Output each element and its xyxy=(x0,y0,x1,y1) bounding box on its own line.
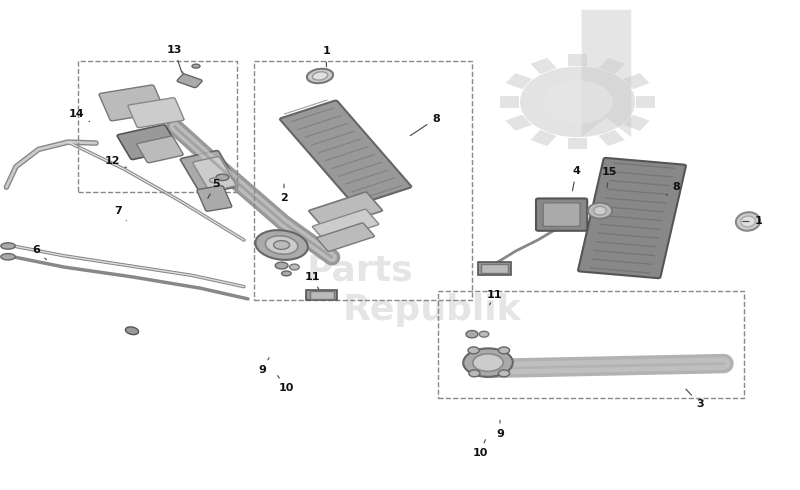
FancyBboxPatch shape xyxy=(543,203,580,226)
FancyBboxPatch shape xyxy=(598,130,625,146)
FancyBboxPatch shape xyxy=(623,115,650,131)
FancyBboxPatch shape xyxy=(313,209,378,242)
Text: 5: 5 xyxy=(208,179,220,198)
Ellipse shape xyxy=(126,327,138,335)
Ellipse shape xyxy=(266,236,298,254)
FancyBboxPatch shape xyxy=(500,96,519,108)
Text: 2: 2 xyxy=(280,184,288,203)
Ellipse shape xyxy=(192,64,200,68)
Ellipse shape xyxy=(216,174,229,180)
FancyBboxPatch shape xyxy=(99,85,165,121)
Text: 8: 8 xyxy=(410,114,440,136)
FancyBboxPatch shape xyxy=(309,192,382,229)
FancyBboxPatch shape xyxy=(530,130,557,146)
FancyBboxPatch shape xyxy=(117,124,179,160)
Ellipse shape xyxy=(290,264,299,270)
Ellipse shape xyxy=(275,262,288,269)
Ellipse shape xyxy=(1,243,15,249)
Ellipse shape xyxy=(473,354,503,371)
Text: 6: 6 xyxy=(32,245,46,260)
FancyBboxPatch shape xyxy=(310,291,334,299)
Ellipse shape xyxy=(1,254,15,260)
FancyBboxPatch shape xyxy=(306,290,337,300)
Text: 13: 13 xyxy=(166,45,182,72)
FancyBboxPatch shape xyxy=(536,198,587,231)
FancyBboxPatch shape xyxy=(636,96,655,108)
Text: 9: 9 xyxy=(496,420,504,439)
Ellipse shape xyxy=(588,203,612,219)
FancyBboxPatch shape xyxy=(180,150,239,195)
FancyBboxPatch shape xyxy=(506,115,532,131)
FancyBboxPatch shape xyxy=(598,58,625,74)
FancyBboxPatch shape xyxy=(568,138,587,149)
Bar xyxy=(78,61,237,192)
Text: 11: 11 xyxy=(304,272,320,289)
Polygon shape xyxy=(582,10,631,137)
FancyBboxPatch shape xyxy=(568,54,587,66)
Text: 10: 10 xyxy=(278,376,294,393)
Text: 1: 1 xyxy=(742,217,762,226)
FancyBboxPatch shape xyxy=(317,223,374,251)
FancyBboxPatch shape xyxy=(177,74,202,88)
Ellipse shape xyxy=(468,347,479,354)
Text: 15: 15 xyxy=(602,168,618,187)
FancyBboxPatch shape xyxy=(137,136,183,163)
Ellipse shape xyxy=(741,216,755,227)
Text: 14: 14 xyxy=(68,109,90,122)
Text: 11: 11 xyxy=(486,290,502,305)
Text: 10: 10 xyxy=(472,440,488,458)
Text: Republik: Republik xyxy=(342,293,522,327)
Ellipse shape xyxy=(210,178,219,183)
FancyBboxPatch shape xyxy=(623,73,650,89)
Text: Parts: Parts xyxy=(306,253,414,288)
Ellipse shape xyxy=(274,241,290,249)
Text: 7: 7 xyxy=(114,206,126,221)
FancyBboxPatch shape xyxy=(506,73,532,89)
Ellipse shape xyxy=(282,271,291,276)
Ellipse shape xyxy=(498,370,510,377)
Ellipse shape xyxy=(312,72,328,80)
FancyBboxPatch shape xyxy=(128,98,184,127)
FancyBboxPatch shape xyxy=(578,158,686,278)
Text: 3: 3 xyxy=(686,389,704,409)
Ellipse shape xyxy=(255,230,308,260)
Ellipse shape xyxy=(479,331,489,337)
FancyBboxPatch shape xyxy=(197,186,232,211)
Text: 4: 4 xyxy=(572,167,580,191)
FancyBboxPatch shape xyxy=(280,100,411,205)
Ellipse shape xyxy=(520,67,635,137)
FancyBboxPatch shape xyxy=(481,264,508,273)
Text: 12: 12 xyxy=(104,156,126,168)
Ellipse shape xyxy=(498,347,510,354)
Bar xyxy=(254,61,472,300)
Ellipse shape xyxy=(463,348,513,377)
Ellipse shape xyxy=(736,212,760,231)
Text: 9: 9 xyxy=(258,358,269,375)
Bar xyxy=(438,291,744,398)
Ellipse shape xyxy=(542,80,613,123)
Ellipse shape xyxy=(466,330,478,338)
Ellipse shape xyxy=(307,69,333,83)
FancyBboxPatch shape xyxy=(530,58,557,74)
Text: 1: 1 xyxy=(322,47,330,67)
FancyBboxPatch shape xyxy=(478,263,511,274)
Text: 8: 8 xyxy=(666,182,680,195)
Ellipse shape xyxy=(594,206,606,215)
FancyBboxPatch shape xyxy=(193,157,236,191)
Ellipse shape xyxy=(469,370,480,377)
